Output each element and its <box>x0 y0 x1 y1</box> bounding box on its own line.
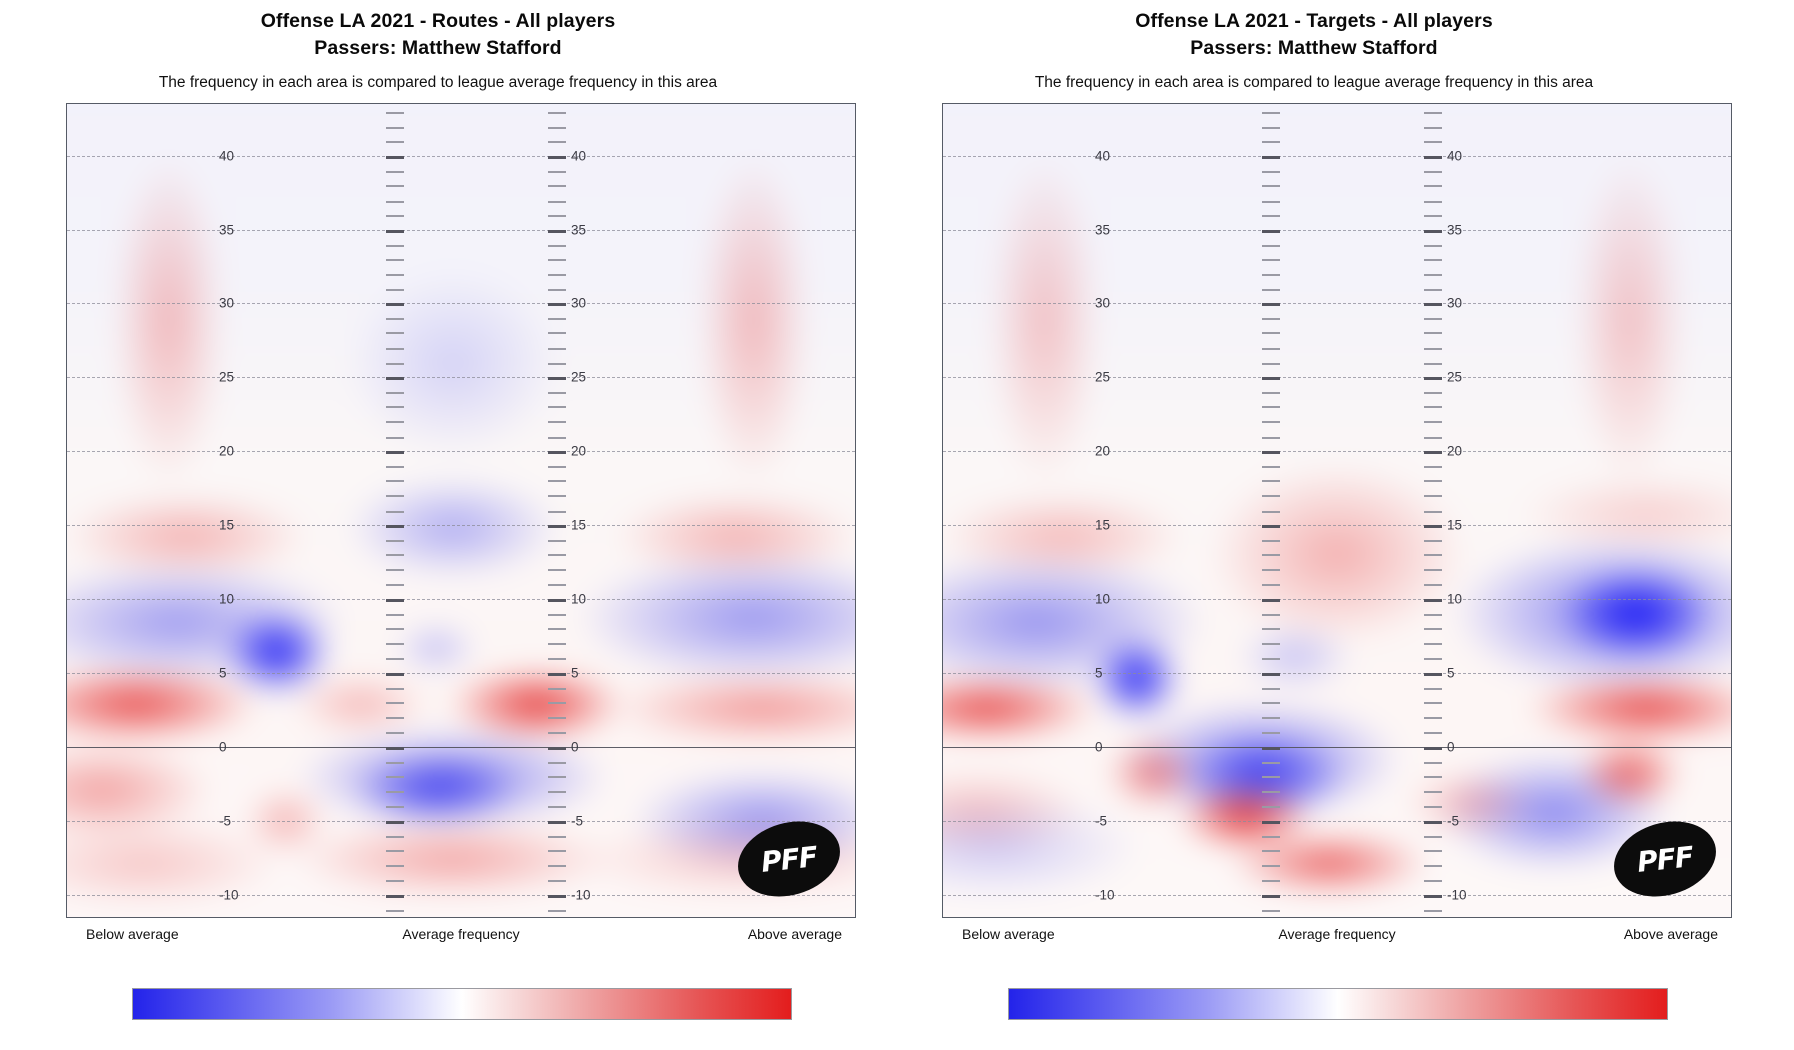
heat-blob <box>293 820 612 899</box>
heat-blob <box>577 553 855 683</box>
heat-blob <box>344 751 528 830</box>
heat-blob <box>1086 631 1187 726</box>
legend-label-above-average: Above average <box>1623 926 1718 942</box>
heat-blob <box>1570 734 1688 813</box>
heat-blob <box>67 665 261 744</box>
panel-targets-subtitle: The frequency in each area is compared t… <box>1034 74 1594 91</box>
panel-targets-title-line1: Offense LA 2021 - Targets - All players <box>1135 10 1493 32</box>
panel-targets-titles: Offense LA 2021 - Targets - All players … <box>876 0 1752 92</box>
heat-blob <box>1520 674 1731 744</box>
panel-routes-heatmap <box>67 104 855 917</box>
panel-targets-colorbar <box>1008 988 1668 1020</box>
heat-blob <box>344 269 562 459</box>
heat-blob <box>293 674 428 735</box>
panel-routes-titles: Offense LA 2021 - Routes - All players P… <box>0 0 876 92</box>
panel-routes-subtitle: The frequency in each area is compared t… <box>158 74 718 91</box>
panel-routes-title-line2: Passers: Matthew Stafford <box>314 37 562 59</box>
heat-blob <box>344 476 562 580</box>
legend-label-below-average: Below average <box>962 926 1055 942</box>
panel-routes-colorbar <box>132 988 792 1020</box>
pff-logo-text: PFF <box>759 839 819 879</box>
heat-blob <box>1554 562 1722 666</box>
panel-routes-legend-labels: Below average Average frequency Above av… <box>66 926 856 948</box>
heat-blob <box>67 820 278 907</box>
heat-blob <box>110 148 228 494</box>
heat-blob <box>394 622 478 675</box>
pff-logo: PFF <box>729 810 849 908</box>
panel-routes: Offense LA 2021 - Routes - All players P… <box>0 0 876 1050</box>
panel-targets: Offense LA 2021 - Targets - All players … <box>876 0 1752 1050</box>
heat-blob <box>243 786 328 856</box>
legend-label-average-frequency: Average frequency <box>402 926 520 942</box>
heat-blob <box>1570 148 1688 494</box>
heat-blob <box>1403 769 1538 838</box>
panel-targets-title-line2: Passers: Matthew Stafford <box>1190 37 1438 59</box>
heat-blob <box>67 493 311 580</box>
legend-label-average-frequency: Average frequency <box>1278 926 1396 942</box>
heat-blob <box>1220 829 1438 899</box>
colorbar-gradient <box>1009 989 1667 1019</box>
panel-routes-title-line1: Offense LA 2021 - Routes - All players <box>260 10 616 32</box>
heat-blob <box>694 148 812 494</box>
pff-logo-text: PFF <box>1635 839 1695 879</box>
panel-targets-legend-labels: Below average Average frequency Above av… <box>942 926 1732 948</box>
heat-blob <box>611 674 855 744</box>
heat-blob <box>1203 458 1471 649</box>
heat-blob <box>986 148 1104 494</box>
colorbar-gradient <box>133 989 791 1019</box>
panel-routes-plot-area: 40 35 30 25 20 15 10 5 0 -5 -10 40 35 30… <box>66 103 856 918</box>
panel-targets-plot-area: 40 35 30 25 20 15 10 5 0 -5 -10 40 35 30… <box>942 103 1732 918</box>
pff-logo: PFF <box>1605 810 1725 908</box>
legend-label-above-average: Above average <box>747 926 842 942</box>
heat-blob <box>1236 622 1354 692</box>
legend-label-below-average: Below average <box>86 926 179 942</box>
panel-targets-heatmap <box>943 104 1731 917</box>
